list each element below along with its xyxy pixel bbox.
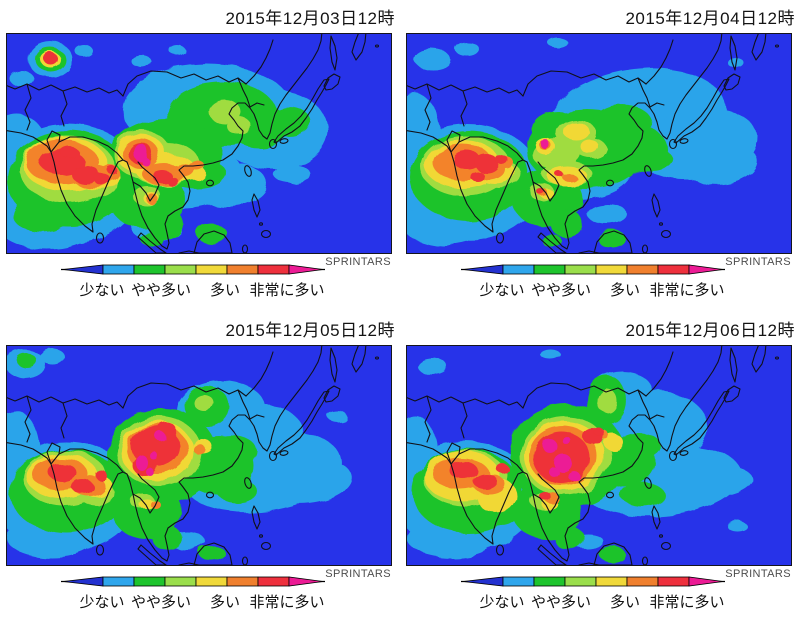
- aerosol-map: [7, 34, 391, 253]
- aerosol-map: [407, 346, 791, 565]
- colorbar-labels: 少ない やや多い 多い 非常に多い: [7, 591, 391, 611]
- map-frame: [406, 33, 792, 254]
- legend-label-low: 少ない: [79, 594, 125, 611]
- panel-title: 2015年12月04日12時: [625, 9, 795, 28]
- legend-label-low: 少ない: [479, 594, 525, 611]
- colorbar: [61, 264, 325, 275]
- legend-label-high: 多い: [209, 594, 241, 611]
- legend-label-very-high: 非常に多い: [649, 282, 725, 299]
- map-frame: [6, 345, 392, 566]
- colorbar: [461, 264, 725, 275]
- legend-label-very-high: 非常に多い: [249, 594, 325, 611]
- legend-label-low: 少ない: [79, 282, 125, 299]
- panel-title: 2015年12月05日12時: [225, 321, 395, 340]
- legend-label-high: 多い: [609, 594, 641, 611]
- legend-label-moderate: やや多い: [530, 594, 592, 611]
- panel-dec04: 2015年12月04日12時 SPRINTARS 少ない やや多い 多い 非常に…: [400, 0, 800, 312]
- panel-dec03: 2015年12月03日12時 SPRINTARS 少ない やや多い 多い 非常に…: [0, 0, 400, 312]
- aerosol-map: [7, 346, 391, 565]
- sprintars-credit: SPRINTARS: [325, 256, 391, 268]
- legend: SPRINTARS 少ない やや多い 多い 非常に多い: [7, 566, 391, 621]
- colorbar-labels: 少ない やや多い 多い 非常に多い: [7, 279, 391, 299]
- sprintars-credit: SPRINTARS: [725, 568, 791, 580]
- panel-dec06: 2015年12月06日12時 SPRINTARS 少ない やや多い 多い 非常に…: [400, 312, 800, 624]
- map-frame: [406, 345, 792, 566]
- legend-label-very-high: 非常に多い: [249, 282, 325, 299]
- legend: SPRINTARS 少ない やや多い 多い 非常に多い: [7, 254, 391, 309]
- legend-label-moderate: やや多い: [130, 282, 192, 299]
- legend-label-low: 少ない: [479, 282, 525, 299]
- colorbar-labels: 少ない やや多い 多い 非常に多い: [407, 279, 791, 299]
- sprintars-credit: SPRINTARS: [725, 256, 791, 268]
- colorbar-labels: 少ない やや多い 多い 非常に多い: [407, 591, 791, 611]
- sprintars-credit: SPRINTARS: [325, 568, 391, 580]
- legend-label-very-high: 非常に多い: [649, 594, 725, 611]
- panel-dec05: 2015年12月05日12時 SPRINTARS 少ない やや多い 多い 非常に…: [0, 312, 400, 624]
- panel-title: 2015年12月06日12時: [625, 321, 795, 340]
- legend-label-high: 多い: [209, 282, 241, 299]
- panel-title: 2015年12月03日12時: [225, 9, 395, 28]
- legend: SPRINTARS 少ない やや多い 多い 非常に多い: [407, 254, 791, 309]
- map-frame: [6, 33, 392, 254]
- colorbar: [61, 576, 325, 587]
- colorbar: [461, 576, 725, 587]
- legend-label-moderate: やや多い: [130, 594, 192, 611]
- legend: SPRINTARS 少ない やや多い 多い 非常に多い: [407, 566, 791, 621]
- aerosol-map: [407, 34, 791, 253]
- legend-label-high: 多い: [609, 282, 641, 299]
- legend-label-moderate: やや多い: [530, 282, 592, 299]
